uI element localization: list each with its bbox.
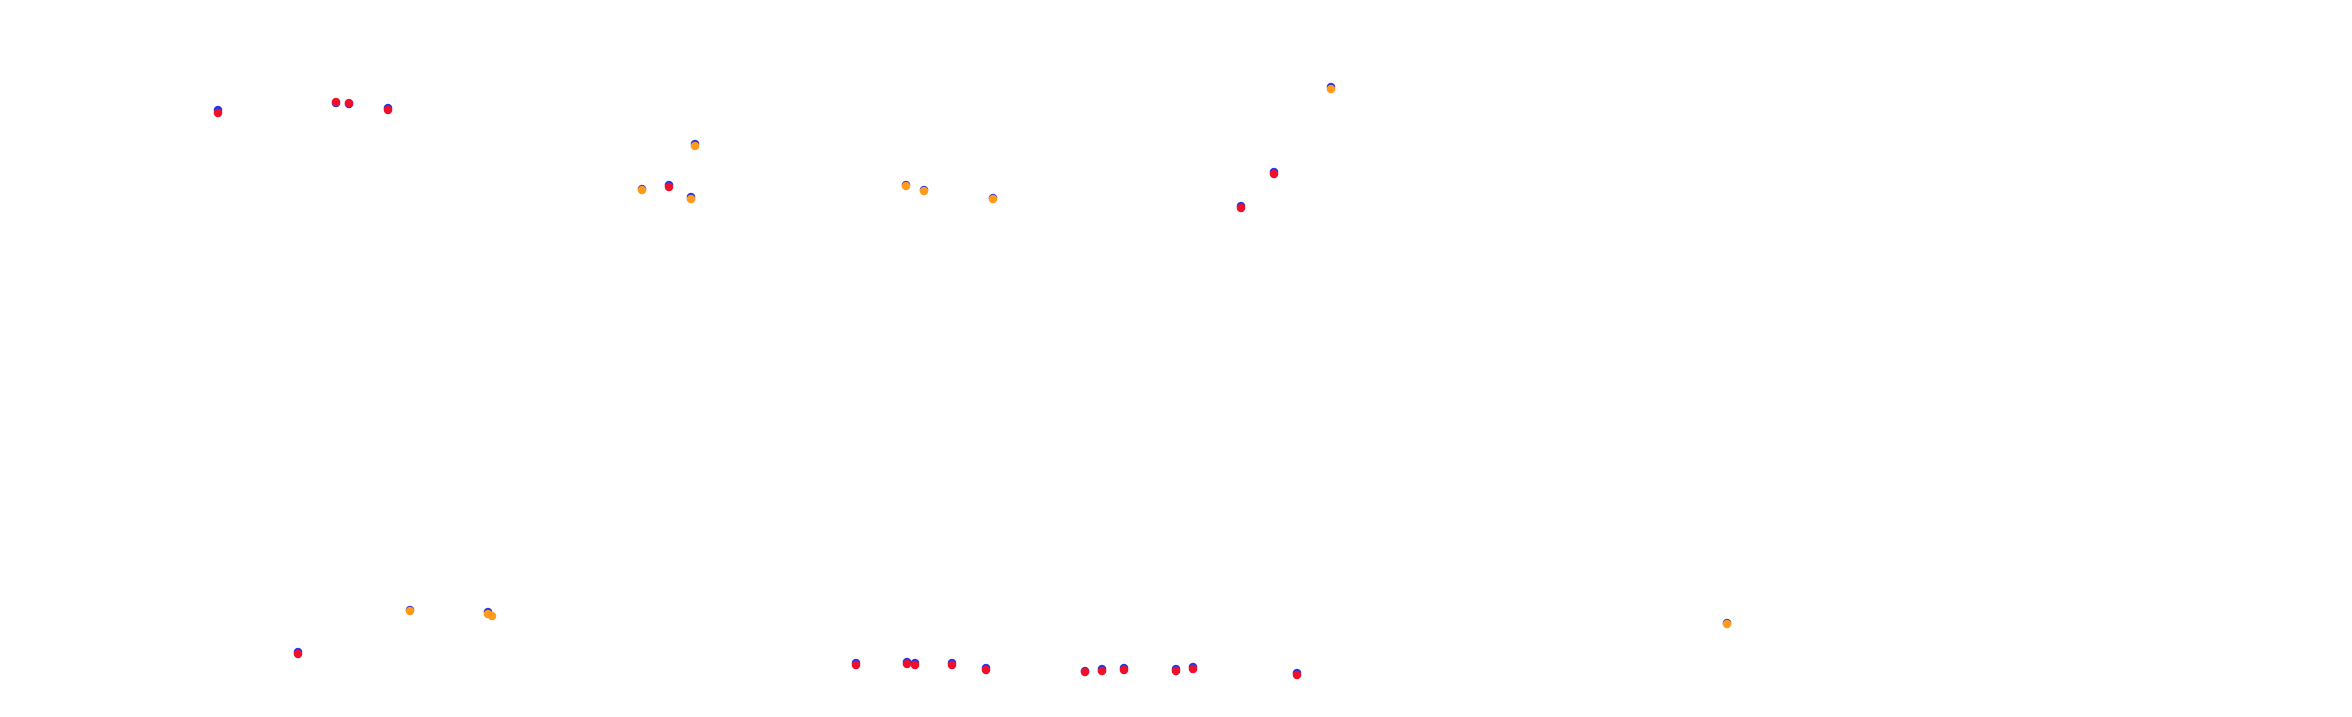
- red-data-point: [344, 98, 354, 108]
- red-data-point: [1080, 667, 1090, 677]
- orange-data-point: [637, 185, 647, 195]
- red-data-point: [383, 105, 393, 115]
- orange-data-point: [1722, 619, 1732, 629]
- red-data-point: [1292, 670, 1302, 680]
- red-data-point: [1097, 666, 1107, 676]
- red-data-point: [1236, 203, 1246, 213]
- red-data-point: [1269, 169, 1279, 179]
- red-data-point: [947, 660, 957, 670]
- red-data-point: [851, 660, 861, 670]
- data-points-layer: [213, 82, 1732, 680]
- orange-data-point: [405, 606, 415, 616]
- red-data-point: [981, 665, 991, 675]
- orange-data-point: [686, 194, 696, 204]
- orange-data-point: [988, 194, 998, 204]
- red-data-point: [664, 182, 674, 192]
- red-data-point: [910, 660, 920, 670]
- orange-data-point: [690, 141, 700, 151]
- orange-data-point: [919, 186, 929, 196]
- red-data-point: [213, 108, 223, 118]
- orange-data-point: [1326, 84, 1336, 94]
- red-data-point: [293, 649, 303, 659]
- red-data-point: [1188, 664, 1198, 674]
- red-data-point: [1171, 666, 1181, 676]
- red-data-point: [331, 97, 341, 107]
- red-data-point: [1119, 665, 1129, 675]
- orange-data-point: [487, 611, 497, 621]
- red-data-point: [902, 659, 912, 669]
- orange-data-point: [901, 181, 911, 191]
